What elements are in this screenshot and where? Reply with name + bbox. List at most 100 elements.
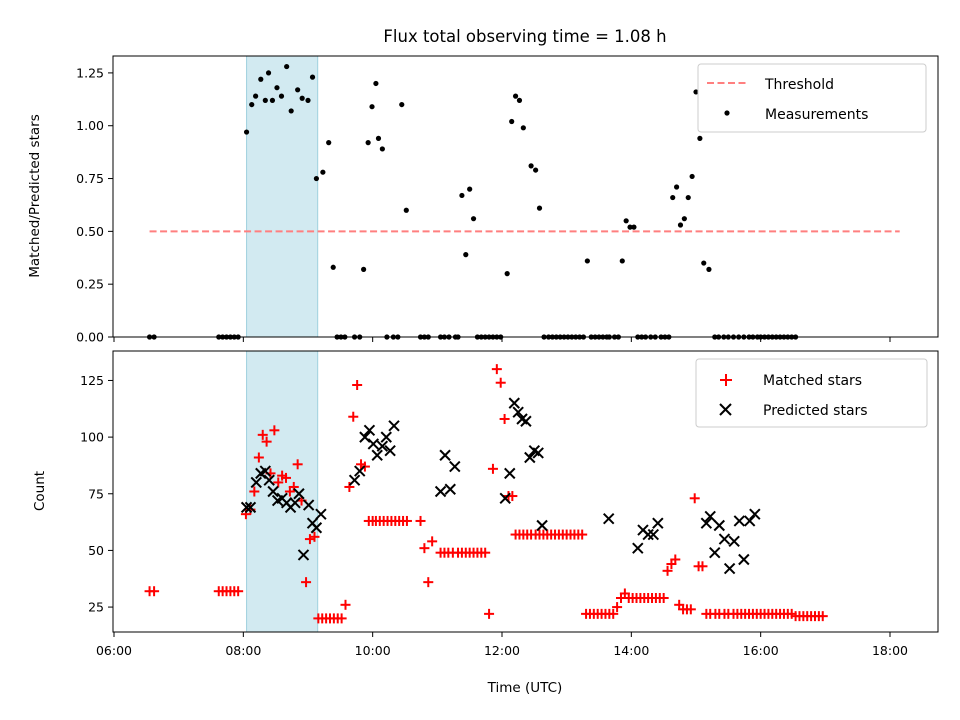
predicted-star-point <box>709 546 721 559</box>
matched-star-point <box>352 379 363 390</box>
measurement-point <box>274 85 280 91</box>
matched-stars-series <box>144 364 828 624</box>
measurement-point <box>536 205 543 211</box>
measurement-point <box>512 93 519 99</box>
measurement-point <box>295 87 301 93</box>
measurement-point <box>681 216 687 222</box>
matched-star-point <box>484 608 495 619</box>
matched-star-point <box>149 586 160 597</box>
measurement-point <box>373 80 379 87</box>
legend-predicted-label: Predicted stars <box>763 403 868 419</box>
predicted-star-point <box>499 492 511 505</box>
predicted-star-point <box>367 438 380 450</box>
measurement-point <box>299 95 305 101</box>
predicted-star-point <box>310 522 323 534</box>
predicted-star-point <box>524 451 536 464</box>
matched-star-point <box>689 493 700 504</box>
bottom-plot-frame <box>112 350 939 633</box>
measurement-point <box>265 70 272 76</box>
measurement-point <box>320 169 326 175</box>
legend-measurements-label: Measurements <box>765 107 868 123</box>
predicted-star-point <box>302 499 315 511</box>
predicted-star-point <box>263 474 275 486</box>
predicted-star-point <box>359 431 371 443</box>
predicted-star-point <box>647 528 660 541</box>
top-y-axis: 0.00 0.25 0.50 0.75 1.00 1.25 <box>76 65 113 345</box>
matched-star-point <box>257 429 268 440</box>
measurement-point <box>361 266 367 272</box>
measurement-point <box>509 118 515 125</box>
legend-predicted-swatch <box>719 403 732 416</box>
y-tick-label: 0.75 <box>76 171 104 186</box>
matched-star-point <box>419 543 430 554</box>
predicted-star-point <box>743 515 756 527</box>
legend-matched-swatch <box>720 374 732 386</box>
predicted-star-point <box>704 510 716 523</box>
predicted-star-point <box>297 549 310 561</box>
x-tick-label: 06:00 <box>96 643 132 658</box>
matched-star-point <box>269 425 280 436</box>
measurement-point <box>284 63 290 70</box>
predicted-star-point <box>240 501 253 514</box>
matched-star-point <box>487 463 498 474</box>
bottom-x-axis-label: Time (UTC) <box>487 680 563 696</box>
predicted-star-point <box>632 542 644 554</box>
matched-star-point <box>415 515 426 526</box>
matched-star-point <box>309 531 320 542</box>
bottom-y-axis-label: Count <box>32 471 48 511</box>
y-tick-label: 75 <box>88 486 104 501</box>
measurement-point <box>533 167 539 173</box>
matched-star-point <box>423 577 434 588</box>
bottom-x-axis: 06:00 08:00 10:00 12:00 14:00 16:00 18:00 <box>96 632 908 658</box>
y-tick-label: 50 <box>88 543 104 558</box>
measurement-point <box>253 93 259 99</box>
measurement-point <box>249 101 255 108</box>
x-tick-label: 10:00 <box>355 643 391 658</box>
measurement-point <box>262 97 268 103</box>
matched-star-point <box>480 547 491 558</box>
matched-star-point <box>253 452 264 463</box>
predicted-star-point <box>700 517 713 529</box>
legend-matched-label: Matched stars <box>763 373 862 389</box>
predicted-star-point <box>244 501 257 514</box>
predicted-star-point <box>728 535 740 548</box>
measurement-point <box>623 218 629 224</box>
legend-threshold-label: Threshold <box>764 77 834 93</box>
matched-star-point <box>670 554 681 565</box>
matched-star-point <box>281 472 292 483</box>
predicted-star-point <box>449 460 461 473</box>
measurement-point <box>305 97 311 103</box>
matched-star-point <box>288 481 299 492</box>
measurement-point <box>674 184 680 190</box>
matched-star-point <box>401 515 412 526</box>
measurement-point <box>403 207 409 213</box>
measurement-point <box>697 135 703 141</box>
matched-star-point <box>336 613 347 624</box>
measurement-point <box>278 93 285 99</box>
top-legend: Threshold Measurements <box>697 63 927 133</box>
predicted-star-point <box>733 515 746 527</box>
x-tick-label: 18:00 <box>872 643 908 658</box>
predicted-star-point <box>267 485 279 498</box>
measurement-point <box>459 192 465 199</box>
top-highlight-span <box>246 55 319 338</box>
matched-star-point <box>427 536 438 547</box>
predicted-star-point <box>348 474 361 486</box>
predicted-star-point <box>354 465 366 477</box>
y-tick-label: 1.00 <box>76 118 104 133</box>
matched-star-point <box>301 577 312 588</box>
measurement-point <box>313 175 320 182</box>
y-tick-label: 0.00 <box>76 330 104 345</box>
matched-star-point <box>685 604 696 615</box>
measurement-point <box>463 252 469 258</box>
measurement-point <box>584 258 590 264</box>
x-tick-label: 14:00 <box>613 643 649 658</box>
measurement-point <box>619 258 625 264</box>
predicted-star-point <box>602 512 615 525</box>
matched-star-point <box>340 599 351 610</box>
measurement-point <box>670 194 676 201</box>
matched-star-point <box>817 611 828 622</box>
measurement-point <box>375 135 382 141</box>
matched-star-point <box>507 491 518 502</box>
measurement-point <box>504 271 510 277</box>
